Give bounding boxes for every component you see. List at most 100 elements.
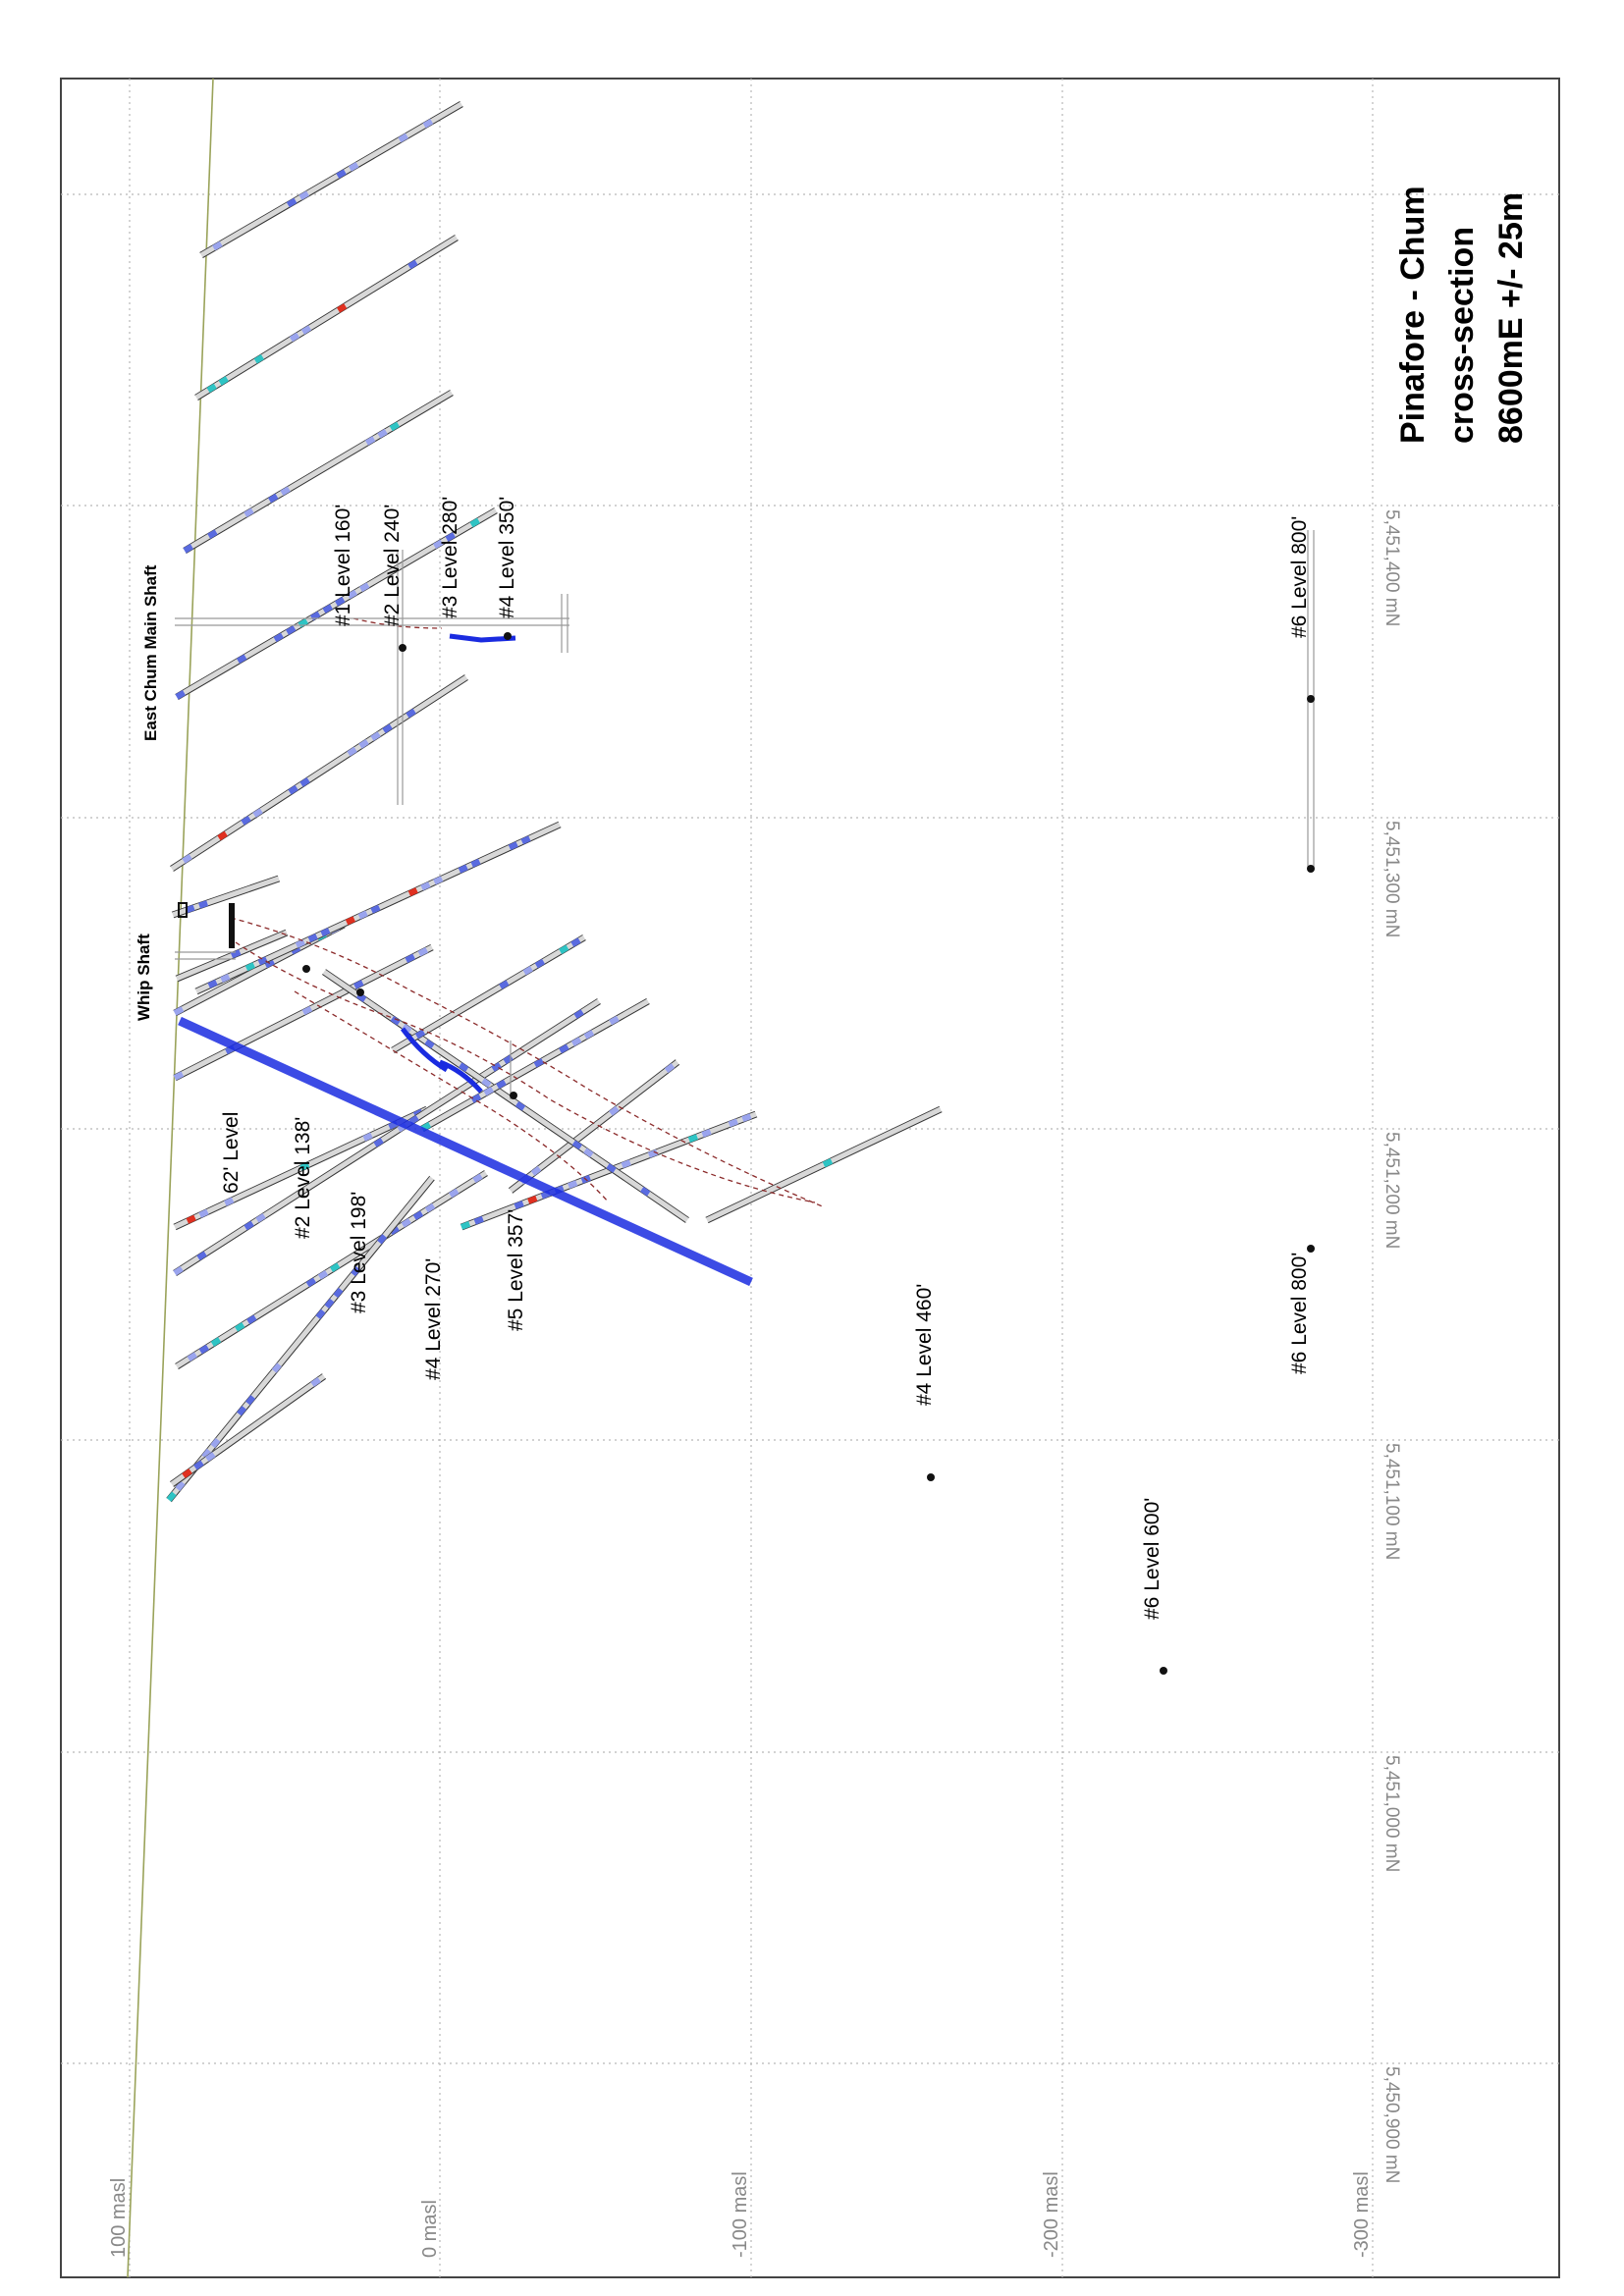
interpretation-outlines	[230, 617, 826, 1208]
title-line-3: 8600mE +/- 25m	[1492, 192, 1530, 444]
elevation-label: -300 masl	[1351, 2171, 1373, 2258]
northing-axis-labels: 5,451,400 mN 5,451,300 mN 5,451,200 mN 5…	[1381, 509, 1402, 2183]
assay-interval	[362, 1132, 373, 1142]
elevation-label: -200 masl	[1041, 2171, 1062, 2258]
drillhole	[170, 674, 468, 872]
assay-interval	[166, 1491, 177, 1502]
assay-interval	[621, 1159, 631, 1169]
assay-interval	[173, 1071, 185, 1081]
assay-interval	[458, 864, 468, 874]
assay-interval	[210, 1437, 221, 1449]
assay-interval	[186, 1214, 196, 1224]
main-vein	[178, 1016, 753, 1287]
title-line-1: Pinafore - Chum	[1394, 186, 1432, 444]
assay-interval	[609, 1015, 620, 1026]
assay-interval	[244, 962, 255, 972]
assay-interval	[573, 1009, 584, 1019]
assay-interval	[244, 507, 254, 517]
assay-interval	[741, 1113, 752, 1123]
assay-interval	[408, 1114, 419, 1125]
assay-interval	[460, 1221, 471, 1230]
assay-interval	[333, 1287, 344, 1299]
assay-interval	[514, 1201, 524, 1209]
assay-interval	[357, 910, 368, 920]
drillhole	[171, 875, 281, 919]
assay-interval	[234, 1322, 245, 1332]
drillhole	[175, 929, 289, 983]
drillhole-edge	[170, 674, 465, 867]
drillhole	[166, 1175, 435, 1503]
assay-interval	[244, 1220, 254, 1231]
assay-interval	[469, 517, 481, 528]
assay-interval	[496, 1079, 507, 1090]
assay-interval	[491, 1062, 502, 1072]
assay-interval	[470, 1094, 482, 1103]
assay-interval	[255, 1212, 266, 1223]
east-chum-shaft-label: East Chum Main Shaft	[141, 564, 160, 741]
assay-interval	[424, 1202, 436, 1213]
drillhole-core	[391, 934, 586, 1054]
assay-interval	[364, 436, 376, 446]
elevation-axis-labels: 100 masl 0 masl -100 masl -200 masl -300…	[108, 2171, 1373, 2258]
assay-interval	[347, 589, 358, 600]
assay-interval	[183, 544, 193, 554]
assay-interval	[377, 1234, 388, 1245]
assay-interval	[527, 1195, 538, 1204]
assay-interval	[193, 1460, 204, 1470]
assay-interval	[253, 353, 265, 364]
assay-interval	[358, 582, 370, 592]
assay-interval	[198, 1344, 210, 1355]
assay-interval	[299, 1161, 310, 1171]
assay-interval	[300, 325, 312, 335]
assay-interval	[481, 1078, 492, 1088]
assay-interval	[217, 830, 228, 841]
drillhole	[322, 969, 689, 1223]
drillhole	[169, 1373, 327, 1487]
assay-interval	[568, 1180, 578, 1189]
level-labels: #1 Level 160' #2 Level 240' #3 Level 280…	[220, 497, 1311, 1620]
northing-label: 5,451,100 mN	[1381, 1443, 1402, 1560]
assay-interval	[351, 1265, 361, 1277]
assay-interval	[245, 1395, 256, 1406]
assay-interval	[317, 1269, 329, 1280]
assay-interval	[210, 1337, 222, 1347]
assay-interval	[271, 1362, 282, 1373]
assay-interval	[407, 259, 418, 270]
assay-interval	[422, 119, 434, 129]
assay-interval	[559, 1043, 569, 1054]
northing-label: 5,450,900 mN	[1381, 2066, 1402, 2183]
assay-interval	[257, 956, 268, 966]
assay-interval	[382, 723, 393, 734]
level-marker	[510, 1092, 517, 1099]
level-marker	[504, 632, 512, 640]
drillhole-edge	[170, 1373, 323, 1482]
assay-interval	[640, 1186, 651, 1197]
assay-interval	[286, 197, 298, 208]
assay-interval	[420, 881, 431, 891]
assay-interval	[606, 1163, 617, 1173]
interpretation-line	[230, 917, 826, 1208]
assay-interval	[289, 332, 300, 343]
assay-interval	[370, 904, 381, 914]
assay-interval	[533, 1058, 545, 1068]
assay-interval	[609, 1105, 620, 1116]
drillhole-edge	[173, 679, 468, 872]
assay-interval	[483, 1086, 495, 1096]
level-label: #3 Level 198'	[348, 1192, 370, 1313]
assay-interval	[273, 632, 285, 643]
northing-label: 5,451,000 mN	[1381, 1755, 1402, 1872]
level-label: #2 Level 240'	[381, 505, 404, 626]
assay-interval	[236, 654, 247, 665]
assay-interval	[336, 303, 348, 313]
assay-interval	[322, 604, 334, 614]
assay-interval	[398, 133, 408, 143]
assay-interval	[206, 383, 217, 394]
drillhole	[173, 998, 601, 1276]
assay-interval	[329, 1262, 341, 1273]
assay-interval	[301, 1005, 313, 1016]
assay-interval	[432, 539, 444, 550]
assay-interval	[407, 887, 418, 897]
assay-interval	[472, 1173, 483, 1184]
interpretation-line	[352, 617, 443, 629]
drillhole-core	[170, 674, 468, 872]
